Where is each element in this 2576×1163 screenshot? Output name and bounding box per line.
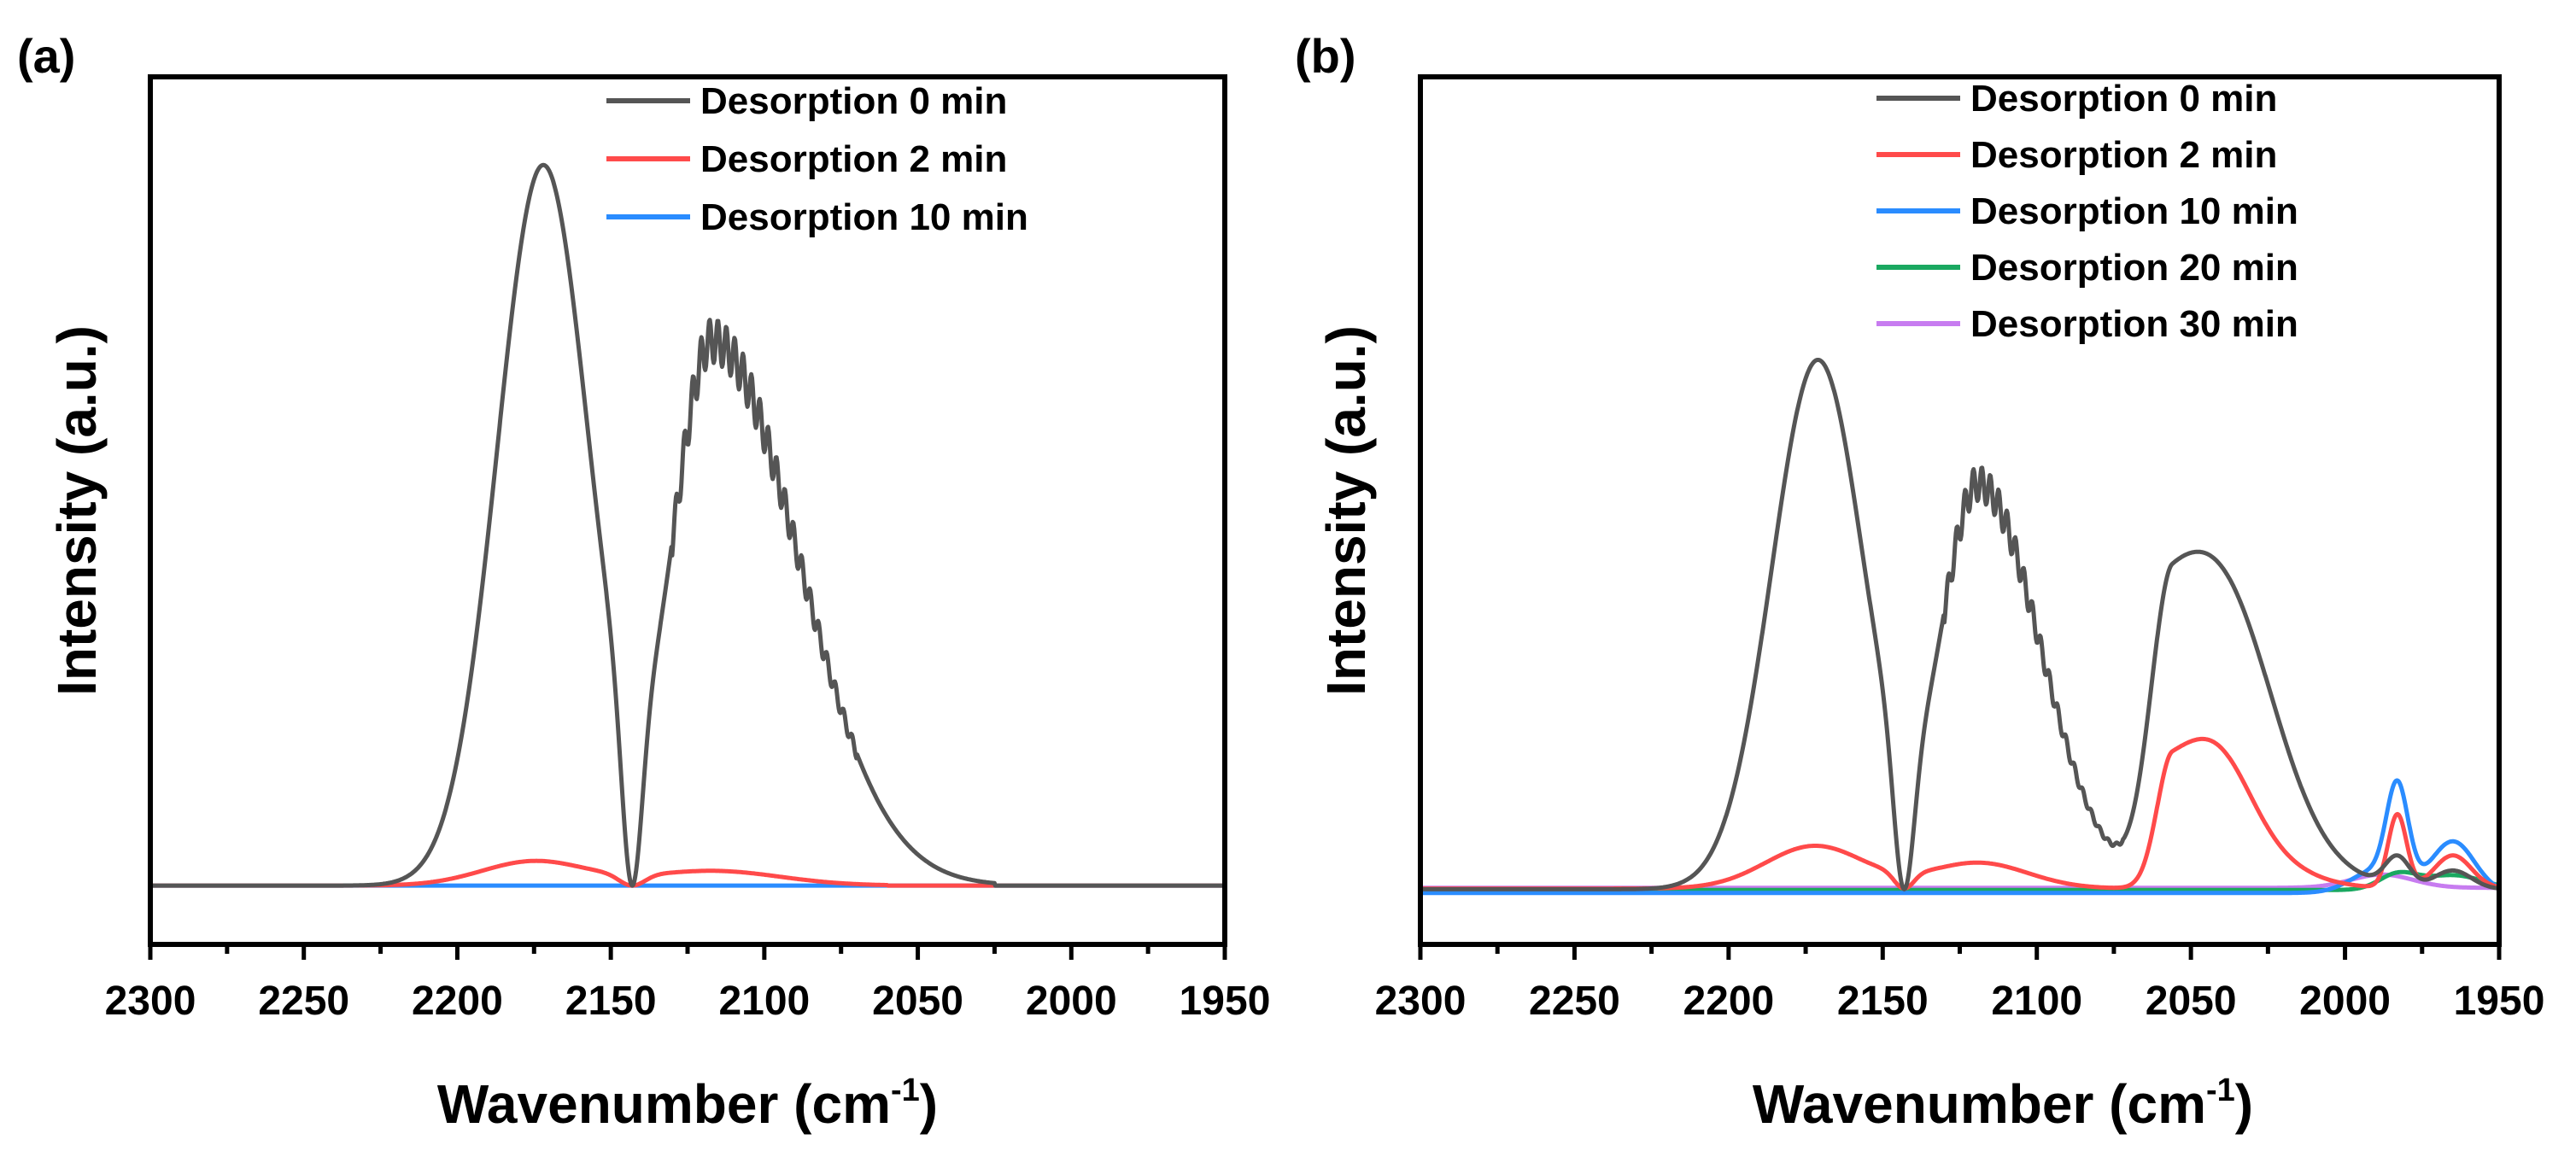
- panel-a-label: (a): [17, 29, 75, 83]
- panel-b-x-tick-label: 2100: [1991, 979, 2082, 1024]
- panel-b-x-axis-title: Wavenumber (cm-1): [1753, 1072, 2253, 1135]
- panel-a-x-axis-title: Wavenumber (cm-1): [437, 1072, 938, 1135]
- panel-b-x-tick-label: 2000: [2299, 979, 2391, 1024]
- panel-b-legend-label: Desorption 0 min: [1970, 78, 2277, 120]
- panel-a-x-tick-label: 2200: [412, 979, 503, 1024]
- panel-a-series-line-desorption-2-min: [150, 858, 1225, 888]
- panel-a-legend-label: Desorption 0 min: [700, 80, 1007, 122]
- panel-b-series-line-desorption-2-min: [1420, 736, 2499, 891]
- panel-b-x-tick-label: 1950: [2454, 979, 2545, 1024]
- panel-a-legend: Desorption 0 min Desorption 2 min Desorpti…: [606, 80, 1028, 238]
- panel-b-x-tick-label: 2200: [1683, 979, 1774, 1024]
- panel-a-legend-label: Desorption 10 min: [700, 196, 1028, 238]
- panel-a-y-axis-title: Intensity (a.u.): [46, 325, 108, 696]
- panel-a-x-tick-label: 2100: [718, 979, 810, 1024]
- panel-b-legend-label: Desorption 2 min: [1970, 134, 2277, 176]
- panel-a-x-tick-labels: 2300 2250 2200 2150 2100 2050 2000 1950: [105, 979, 1271, 1024]
- panel-a-x-tick-label: 2150: [565, 979, 657, 1024]
- panel-b-y-axis-title: Intensity (a.u.): [1315, 325, 1377, 696]
- panel-a-x-tick-label: 2050: [872, 979, 963, 1024]
- panel-a-series: [150, 162, 1225, 888]
- panel-b-legend-label: Desorption 30 min: [1970, 303, 2298, 345]
- panel-a-plot-frame: [148, 74, 1227, 947]
- panel-b-legend-label: Desorption 20 min: [1970, 247, 2298, 289]
- panel-b-x-tick-label: 2050: [2146, 979, 2237, 1024]
- panel-b-series-line-desorption-0-min: [1420, 358, 2499, 891]
- panel-b: (b) 2300 2250 2200 2150 2100 2050 2000 1950 Des…: [1295, 29, 2544, 1135]
- panel-a-x-tick-label: 1950: [1180, 979, 1271, 1024]
- panel-b-x-tick-labels: 2300 2250 2200 2150 2100 2050 2000 1950: [1375, 979, 2545, 1024]
- panel-a-x-tick-label: 2000: [1026, 979, 1117, 1024]
- panel-a-legend-label: Desorption 2 min: [700, 138, 1007, 180]
- panel-a-x-tick-label: 2250: [258, 979, 349, 1024]
- panel-b-x-tick-label: 2150: [1837, 979, 1929, 1024]
- panel-b-series-line-desorption-10-min: [1420, 778, 2499, 896]
- panel-a-x-tick-label: 2300: [105, 979, 196, 1024]
- panel-a-series-line-desorption-0-min: [150, 162, 1225, 888]
- panel-b-series: [1420, 358, 2499, 896]
- panel-b-legend: Desorption 0 min Desorption 2 min Desorpti…: [1876, 78, 2298, 345]
- panel-b-x-tick-label: 2250: [1529, 979, 1620, 1024]
- panel-b-label: (b): [1295, 29, 1356, 83]
- panel-b-legend-label: Desorption 10 min: [1970, 190, 2298, 232]
- panel-b-plot-frame: [1418, 74, 2502, 947]
- panel-b-x-tick-label: 2300: [1375, 979, 1467, 1024]
- panel-a: (a) 2300 2250 2200 2150 2100 2050 2000 1950 Des…: [17, 29, 1270, 1135]
